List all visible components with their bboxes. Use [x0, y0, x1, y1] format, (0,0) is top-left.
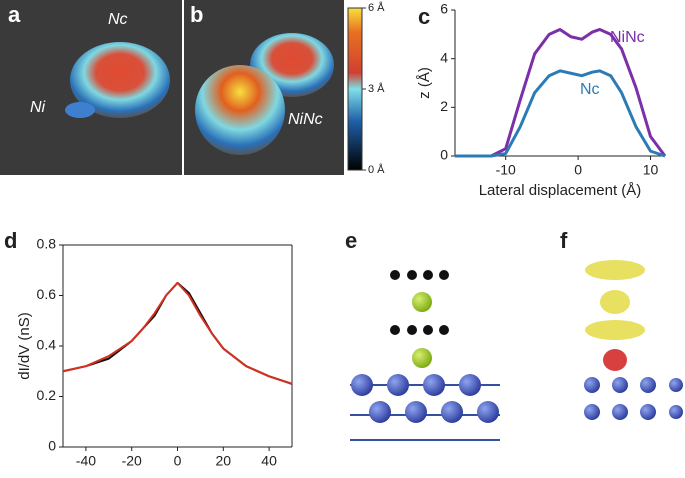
panel-label: c [418, 4, 430, 29]
colorbar-tick-label: 3 Å [368, 82, 385, 95]
line-series [63, 283, 292, 384]
x-tick-label: 20 [216, 453, 232, 469]
y-tick-label: 0.4 [37, 337, 57, 353]
series-label: Nc [580, 81, 600, 98]
x-tick-label: -10 [496, 162, 516, 178]
y-axis-label: z (Å) [416, 67, 433, 99]
colorbar-tick-label: 0 Å [368, 163, 385, 176]
y-tick-label: 0.6 [37, 286, 57, 302]
x-tick-label: 10 [643, 162, 659, 178]
y-tick-label: 0.2 [37, 387, 57, 403]
image-label: NiNc [288, 111, 323, 128]
x-tick-label: -20 [122, 453, 142, 469]
panel-label: b [190, 2, 203, 27]
panel-label: a [8, 2, 21, 27]
x-tick-label: -40 [76, 453, 96, 469]
colorbar-tick-label: 6 Å [368, 1, 385, 14]
panel-label: d [4, 228, 17, 253]
image-label: Ni [30, 99, 46, 116]
image-label: Nc [108, 11, 128, 28]
structure-e [350, 270, 500, 440]
panel-label: e [345, 228, 357, 253]
molecule-ninc [195, 65, 285, 155]
panel-label: f [560, 228, 568, 253]
series-label: NiNc [610, 29, 645, 46]
x-tick-label: 0 [174, 453, 182, 469]
x-tick-label: 0 [574, 162, 582, 178]
y-tick-label: 0.8 [37, 236, 57, 252]
ni-atom [65, 102, 95, 118]
colorbar [348, 8, 362, 170]
y-tick-label: 0 [440, 147, 448, 163]
y-tick-label: 0 [48, 438, 56, 454]
line-series [63, 283, 292, 384]
y-tick-label: 6 [440, 1, 448, 17]
y-tick-label: 2 [440, 98, 448, 114]
y-axis-label: dI/dV (nS) [16, 312, 33, 380]
structure-f [584, 260, 683, 420]
y-tick-label: 4 [440, 49, 448, 65]
x-axis-label: Lateral displacement (Å) [479, 182, 642, 199]
line-series [455, 29, 665, 156]
x-tick-label: 40 [261, 453, 277, 469]
